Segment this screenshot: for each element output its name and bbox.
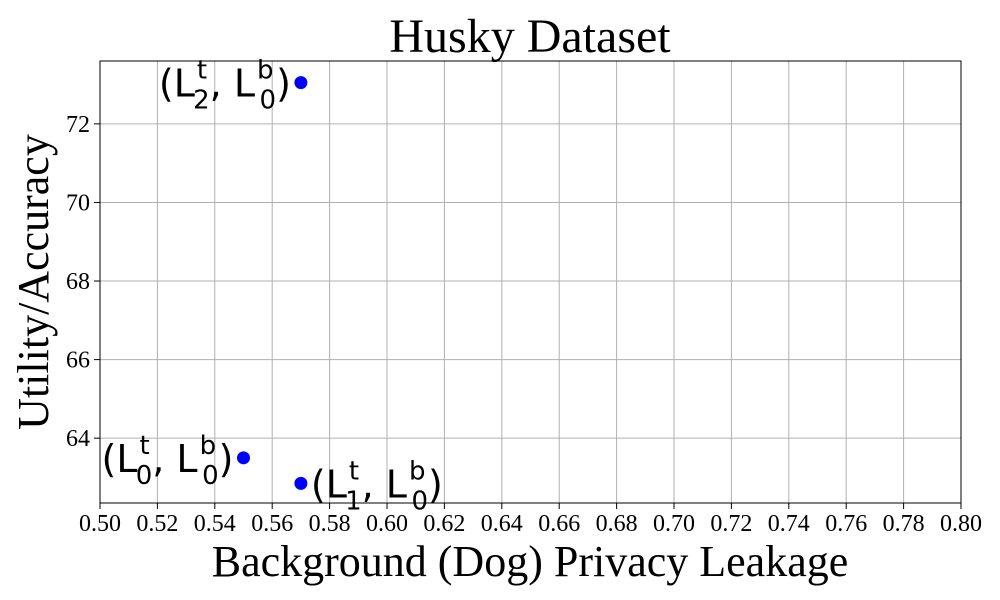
x-tick-label: 0.54 — [194, 511, 236, 537]
x-axis-label: Background (Dog) Privacy Leakage — [212, 537, 849, 586]
point-label: (Lt 1, Lb 0) — [311, 456, 443, 516]
data-point — [237, 451, 250, 465]
y-tick-label: 68 — [66, 269, 90, 295]
grid — [99, 61, 962, 503]
x-tick-label: 0.62 — [423, 511, 465, 537]
y-tick-label: 70 — [66, 190, 90, 216]
y-tick-label: 72 — [66, 112, 90, 138]
x-tick-label: 0.52 — [136, 511, 178, 537]
x-tick-label: 0.50 — [79, 511, 121, 537]
x-tick-label: 0.68 — [596, 511, 638, 537]
plot-frame — [99, 60, 962, 504]
x-tick-label: 0.78 — [883, 511, 925, 537]
data-point — [294, 476, 308, 490]
y-axis-label: Utility/Accuracy — [9, 134, 58, 430]
axes: 0.50 0.52 0.54 0.56 0.58 0.60 0.62 0.64 0.66 0.68… — [66, 60, 982, 537]
x-tick-label: 0.60 — [366, 511, 408, 537]
point-labels: (Lt 2, Lb 0) (Lt 0, Lb 0) (Lt 1, Lb 0) — [102, 56, 443, 517]
x-tick-label: 0.56 — [251, 511, 293, 537]
point-label: (Lt 2, Lb 0) — [159, 56, 291, 116]
x-tick-label: 0.72 — [710, 511, 752, 537]
x-tick-label: 0.64 — [481, 511, 523, 537]
x-tick-label: 0.80 — [940, 511, 982, 537]
x-tick-label: 0.66 — [538, 511, 580, 537]
data-points — [237, 76, 308, 490]
data-point — [294, 76, 308, 90]
x-tick-label: 0.74 — [768, 511, 810, 537]
chart-title: Husky Dataset — [389, 10, 671, 63]
x-tick-label: 0.76 — [825, 511, 867, 537]
point-label: (Lt 0, Lb 0) — [102, 431, 234, 491]
y-tick-label: 64 — [66, 426, 90, 452]
x-tick-label: 0.70 — [653, 511, 695, 537]
x-tick-label: 0.58 — [309, 511, 351, 537]
y-tick-label: 66 — [66, 348, 90, 374]
